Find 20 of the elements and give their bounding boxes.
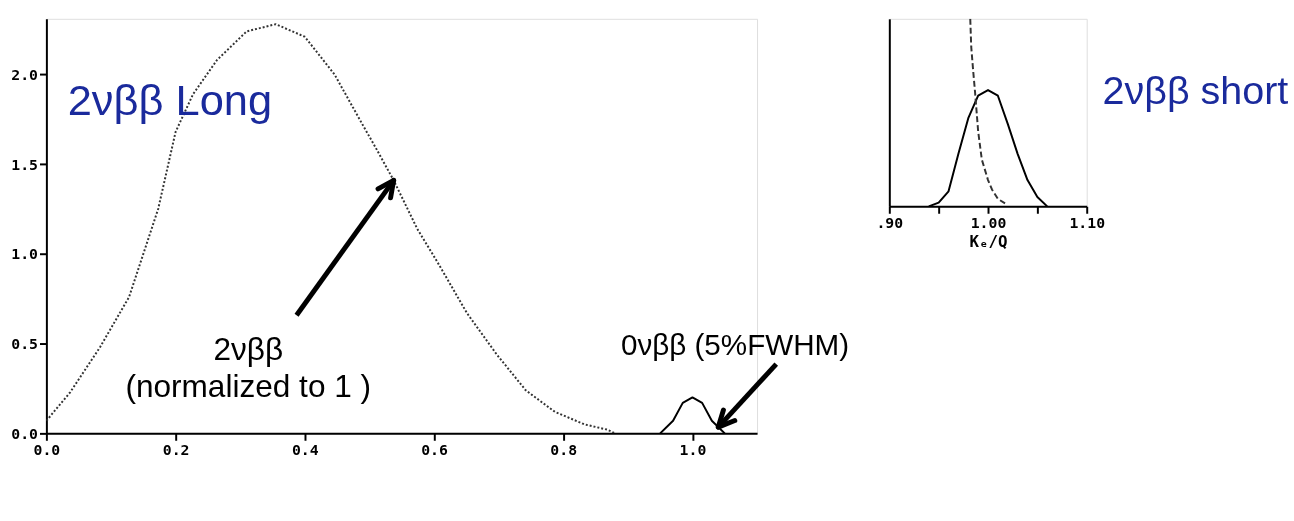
annotation: 0νββ (5%FWHM) (620, 328, 850, 362)
x-tick-label: .90 (876, 213, 904, 231)
text: 2νββ short (1102, 67, 1289, 112)
x-tick-label: 1.10 (1069, 213, 1106, 231)
annotation: 2νββ (normalized to 1 ) (125, 331, 372, 404)
x-tick-label: 0.4 (291, 440, 319, 458)
x-tick-label: 0.2 (162, 440, 190, 458)
x-tick-label: 0.6 (421, 440, 448, 458)
annotation: 2νββ Long (67, 75, 273, 124)
y-tick-label: 2.0 (11, 65, 39, 83)
x-tick-label: 0.0 (33, 440, 61, 458)
x-axis-title: Kₑ/Q (969, 232, 1008, 252)
y-tick-label: 0.0 (11, 424, 39, 442)
x-tick-label: 1.0 (679, 440, 707, 458)
y-tick-label: 0.5 (11, 335, 38, 353)
y-tick-label: 1.0 (11, 245, 39, 263)
x-tick-label: 1.00 (970, 213, 1007, 231)
line-series (46, 23, 616, 434)
x-tick-label: 0.8 (550, 440, 578, 458)
y-tick-label: 1.5 (11, 155, 38, 173)
